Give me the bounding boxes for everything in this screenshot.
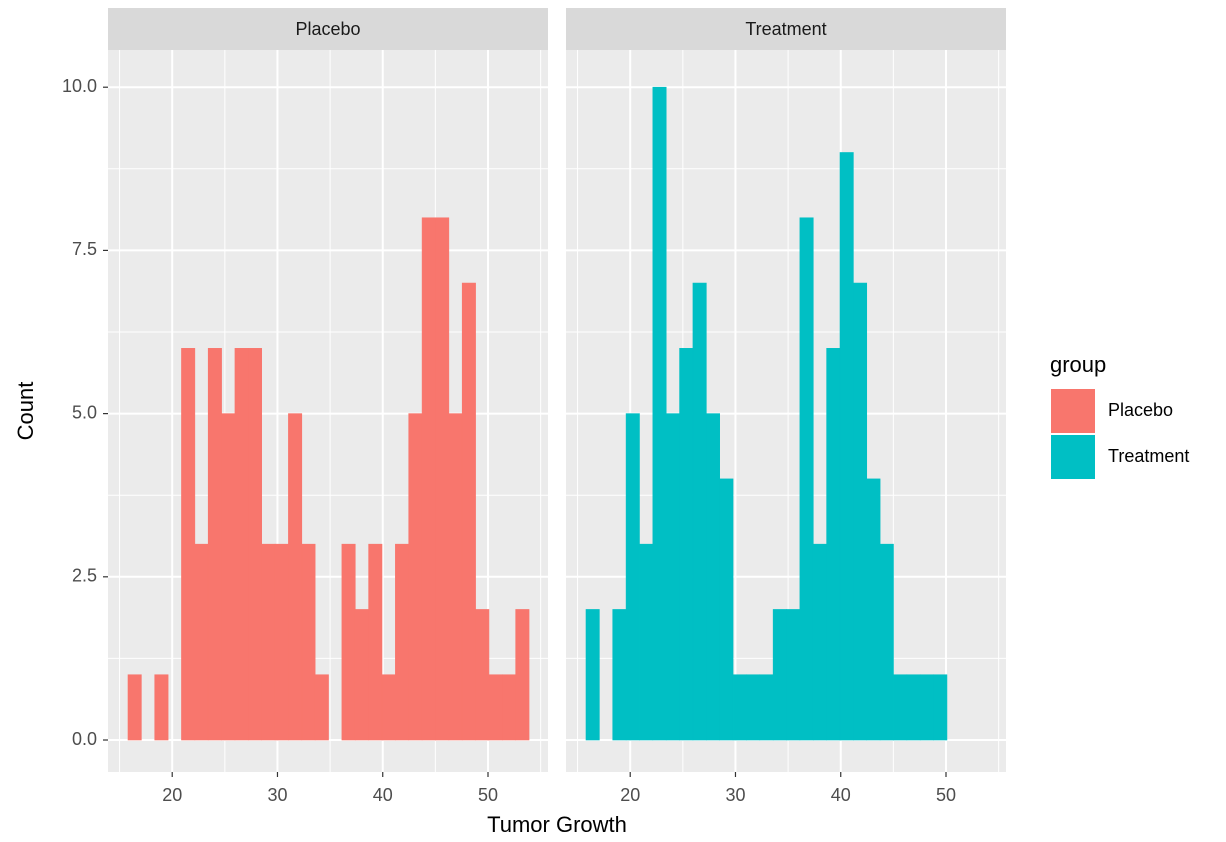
- histogram-bar: [207, 348, 222, 741]
- histogram-bar: [127, 674, 142, 741]
- histogram-bar: [221, 413, 236, 741]
- legend-key: [1051, 435, 1095, 479]
- histogram-bar: [706, 413, 720, 741]
- histogram-bar: [772, 609, 787, 741]
- x-tick-label: 20: [162, 785, 182, 805]
- histogram-bar: [354, 609, 369, 741]
- strip-background: [566, 8, 1006, 50]
- histogram-bar: [879, 543, 894, 741]
- x-tick-label: 30: [267, 785, 287, 805]
- histogram-bar: [194, 543, 209, 741]
- histogram-bar: [746, 674, 761, 741]
- strip-label: Placebo: [295, 19, 360, 39]
- histogram-bar: [719, 478, 734, 741]
- histogram-bar: [799, 217, 814, 741]
- histogram-bar: [732, 674, 747, 741]
- histogram-bar: [448, 413, 463, 741]
- histogram-bar: [919, 674, 934, 741]
- x-tick-label: 30: [725, 785, 745, 805]
- histogram-bar: [612, 609, 627, 741]
- histogram-bar: [435, 217, 450, 741]
- histogram-bar: [234, 348, 249, 741]
- histogram-bar: [488, 674, 503, 741]
- strip-background: [108, 8, 548, 50]
- histogram-bar: [853, 282, 868, 741]
- y-tick-label: 2.5: [72, 566, 97, 586]
- histogram-bar: [639, 543, 654, 741]
- legend-label: Placebo: [1108, 400, 1173, 420]
- histogram-bar: [665, 413, 680, 741]
- legend-label: Treatment: [1108, 446, 1189, 466]
- x-tick-label: 50: [936, 785, 956, 805]
- histogram-bar: [395, 543, 410, 741]
- histogram-bar: [421, 217, 436, 741]
- histogram-bar: [461, 282, 476, 741]
- histogram-bar: [475, 609, 490, 741]
- y-tick-label: 0.0: [72, 729, 97, 749]
- y-tick-label: 10.0: [62, 76, 97, 96]
- strip-label: Treatment: [745, 19, 826, 39]
- x-tick-label: 20: [620, 785, 640, 805]
- histogram-bar: [893, 674, 908, 741]
- histogram-bar: [692, 282, 707, 741]
- histogram-bar: [288, 413, 303, 741]
- histogram-bar: [515, 609, 530, 741]
- histogram-bar: [248, 348, 262, 741]
- histogram-bar: [408, 413, 423, 741]
- histogram-bar: [261, 543, 276, 741]
- histogram-bar: [368, 543, 383, 741]
- x-tick-label: 40: [373, 785, 393, 805]
- legend-key: [1051, 389, 1095, 433]
- x-tick-label: 40: [831, 785, 851, 805]
- histogram-bar: [585, 609, 600, 741]
- y-tick-label: 5.0: [72, 402, 97, 422]
- x-tick-label: 50: [478, 785, 498, 805]
- histogram-bar: [933, 674, 948, 741]
- histogram-bar: [906, 674, 921, 741]
- y-tick-label: 7.5: [72, 239, 97, 259]
- histogram-bar: [839, 152, 854, 741]
- y-axis-title: Count: [13, 382, 38, 441]
- histogram-bar: [314, 674, 329, 741]
- histogram-bar: [502, 674, 516, 741]
- histogram-bar: [301, 543, 316, 741]
- histogram-bar: [679, 348, 694, 741]
- histogram-bar: [652, 86, 667, 741]
- histogram-bar: [759, 674, 774, 741]
- x-axis-title: Tumor Growth: [487, 812, 627, 837]
- histogram-bar: [154, 674, 169, 741]
- legend-title: group: [1050, 352, 1106, 377]
- histogram-bar: [274, 543, 289, 741]
- histogram-bar: [826, 348, 841, 741]
- histogram-bar: [786, 609, 801, 741]
- histogram-bar: [625, 413, 640, 741]
- histogram-bar: [381, 674, 396, 741]
- histogram-bar: [812, 543, 827, 741]
- histogram-bar: [341, 543, 356, 741]
- histogram-bar: [866, 478, 881, 741]
- histogram-bar: [181, 348, 196, 741]
